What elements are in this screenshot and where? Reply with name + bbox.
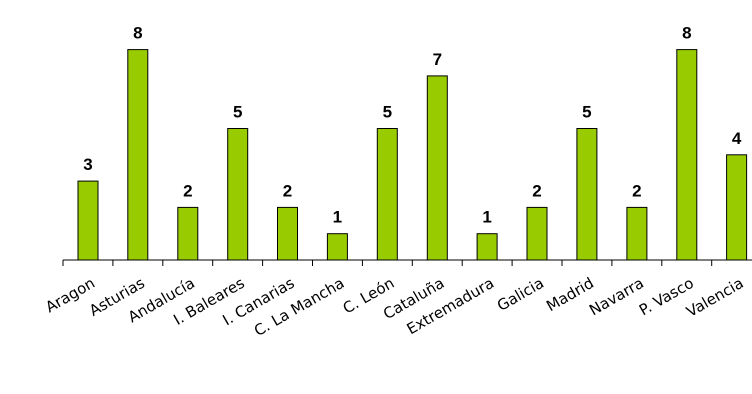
bar-11 bbox=[626, 206, 648, 261]
bar-4 bbox=[277, 206, 298, 261]
category-label-11: Navarra bbox=[586, 274, 647, 319]
bar-13 bbox=[726, 154, 748, 261]
value-labels-group: 3 8 2 5 2 1 5 7 1 2 5 2 8 4 bbox=[83, 24, 742, 227]
bar-8 bbox=[476, 233, 498, 261]
data-label-5: 1 bbox=[333, 208, 342, 227]
bar-12 bbox=[676, 49, 698, 261]
data-label-10: 5 bbox=[582, 103, 591, 122]
bar-1 bbox=[127, 49, 149, 261]
data-label-2: 2 bbox=[183, 181, 192, 200]
data-label-6: 5 bbox=[383, 103, 392, 122]
bars-group bbox=[77, 49, 748, 261]
data-label-11: 2 bbox=[632, 181, 641, 200]
category-label-13: Valencia bbox=[683, 274, 746, 321]
data-label-8: 1 bbox=[482, 208, 491, 227]
data-label-3: 5 bbox=[233, 103, 242, 122]
bar-7 bbox=[426, 75, 448, 261]
data-label-13: 4 bbox=[732, 129, 742, 148]
bar-5 bbox=[326, 233, 348, 261]
data-label-7: 7 bbox=[433, 50, 442, 69]
bar-10 bbox=[576, 128, 598, 261]
data-label-12: 8 bbox=[682, 24, 691, 43]
data-label-9: 2 bbox=[532, 181, 541, 200]
data-label-0: 3 bbox=[83, 155, 92, 174]
bar-9 bbox=[526, 206, 548, 261]
data-label-1: 8 bbox=[133, 24, 142, 43]
x-axis-ticks bbox=[62, 260, 713, 266]
data-label-4: 2 bbox=[283, 181, 292, 200]
category-label-9: Galicia bbox=[494, 274, 547, 315]
bar-0 bbox=[77, 180, 99, 261]
bar-3 bbox=[227, 128, 249, 261]
bar-2 bbox=[177, 206, 199, 261]
bar-6 bbox=[376, 128, 398, 261]
